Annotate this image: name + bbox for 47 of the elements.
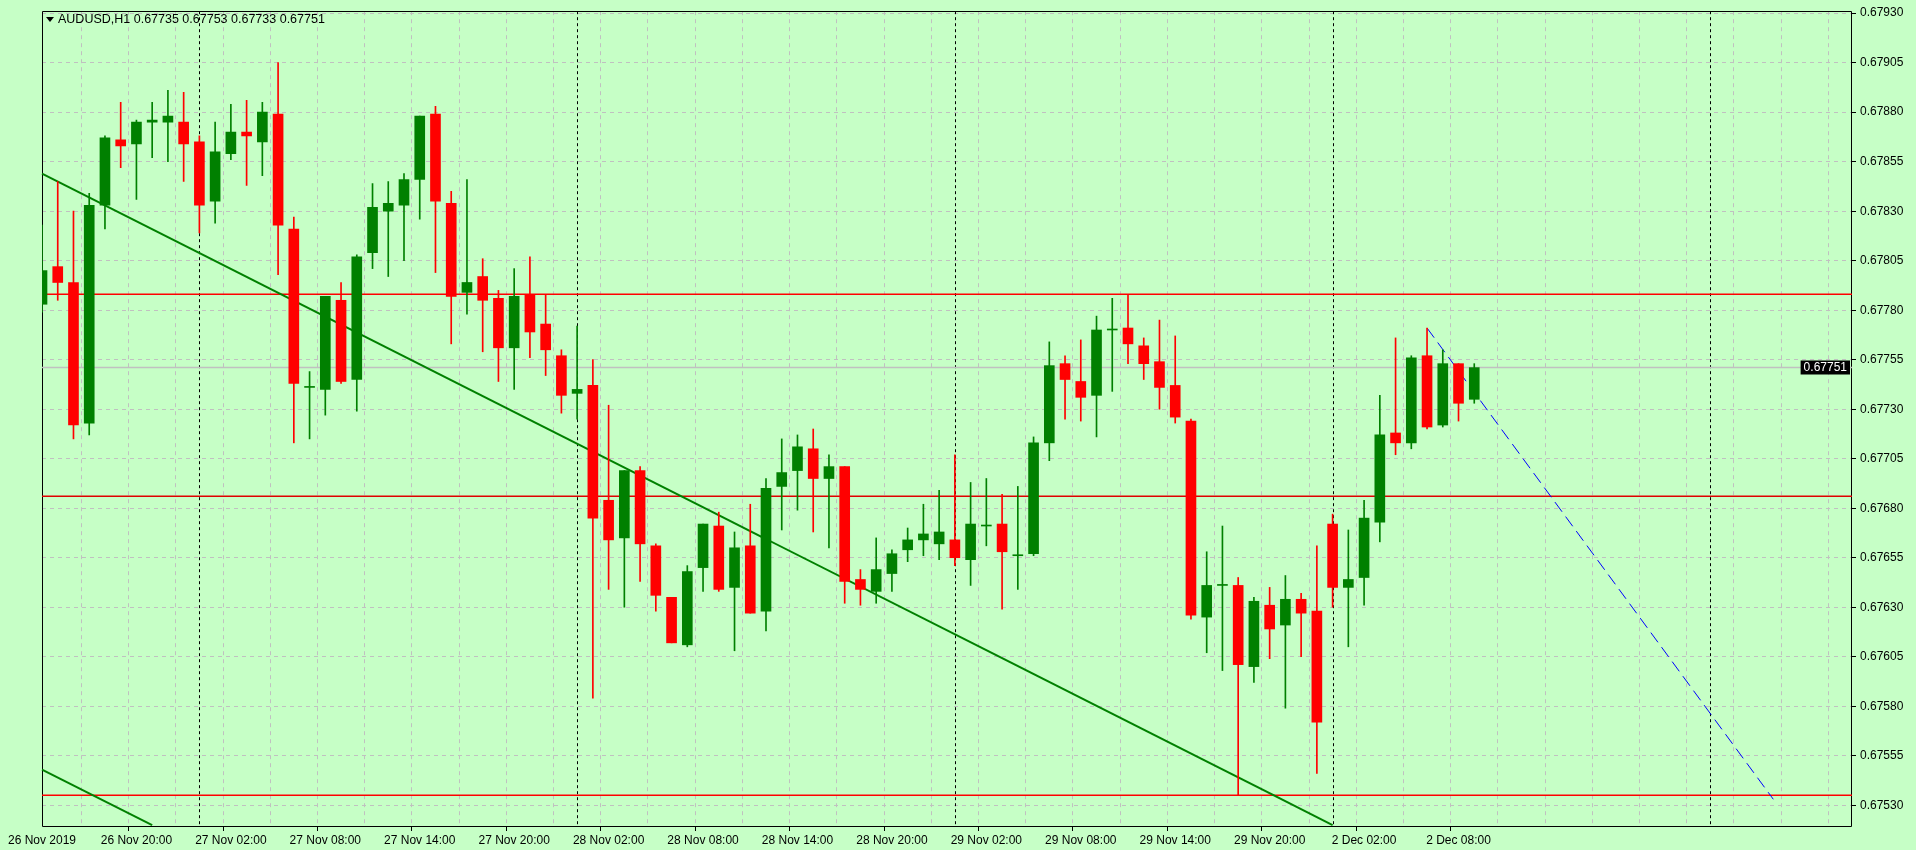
x-tick-label: 29 Nov 14:00 [1139,832,1212,847]
candlestick [1295,593,1307,658]
y-tick-label: 0.67705 [1860,451,1904,466]
x-tick-label: 28 Nov 20:00 [856,832,928,847]
y-tick-label: 0.67805 [1860,253,1904,267]
x-tick-label: 26 Nov 2019 [7,832,77,847]
y-tick-label: 0.67680 [1860,500,1904,515]
candlestick [115,101,127,168]
chart-title: AUDUSD,H1 0.67735 0.67753 0.67733 0.67751 [58,11,325,26]
x-tick-label: 27 Nov 14:00 [384,832,456,847]
candlestick [382,181,394,277]
x-tick-label: 29 Nov 08:00 [1045,832,1117,847]
candlestick [933,490,945,561]
candlestick [776,438,788,531]
y-tick-label: 0.67830 [1860,203,1904,218]
x-tick-label: 29 Nov 02:00 [950,832,1023,847]
candlestick [1075,339,1087,422]
x-tick-label: 26 Nov 20:00 [100,832,173,847]
candlestick [996,494,1008,610]
y-tick-label: 0.67655 [1860,550,1904,565]
x-tick-label: 27 Nov 20:00 [478,832,551,847]
candlestick [823,454,835,549]
y-tick-label: 0.67880 [1860,104,1904,119]
y-tick-label: 0.67905 [1860,55,1904,69]
x-tick-label: 28 Nov 02:00 [572,832,645,847]
x-tick-label: 28 Nov 14:00 [761,832,834,847]
x-tick-label: 28 Nov 08:00 [667,832,740,847]
y-tick-label: 0.67930 [1860,5,1904,20]
y-tick-label: 0.67730 [1860,401,1904,416]
y-tick-label: 0.67530 [1860,797,1904,812]
y-tick-label: 0.67755 [1860,352,1904,367]
ref-line-label: 0.67751 [1803,360,1848,375]
y-tick-label: 0.67855 [1860,154,1904,168]
x-tick-label: 27 Nov 02:00 [195,832,267,847]
y-tick-label: 0.67630 [1860,599,1904,614]
y-tick-label: 0.67580 [1860,698,1904,713]
y-tick-label: 0.67605 [1860,649,1904,664]
x-tick-label: 2 Dec 08:00 [1426,832,1492,847]
y-tick-label: 0.67780 [1860,302,1904,317]
candlestick [1012,486,1024,590]
x-tick-label: 2 Dec 02:00 [1331,832,1397,847]
candlestick [571,325,583,420]
candlestick [461,179,473,315]
x-tick-label: 27 Nov 08:00 [289,832,362,847]
y-tick-label: 0.67555 [1860,748,1904,763]
candlestick [949,454,961,566]
x-tick-label: 29 Nov 20:00 [1233,832,1306,847]
